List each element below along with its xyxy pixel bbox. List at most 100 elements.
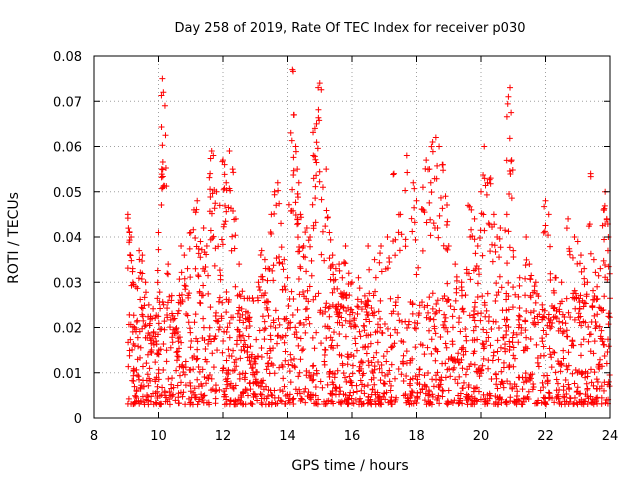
y-tick-label: 0.06 — [53, 141, 82, 156]
data-point — [476, 234, 483, 241]
data-point — [492, 298, 499, 305]
data-point — [158, 174, 165, 181]
data-point — [226, 352, 233, 359]
data-point — [285, 320, 292, 327]
data-point — [329, 302, 336, 309]
data-point — [542, 222, 549, 229]
data-point — [244, 344, 251, 351]
data-point — [510, 344, 517, 351]
data-point — [469, 397, 476, 404]
data-point — [346, 292, 353, 299]
data-point — [241, 374, 248, 381]
data-point — [541, 203, 548, 210]
data-point — [234, 310, 241, 317]
data-point — [208, 338, 215, 345]
data-point — [317, 378, 324, 385]
data-point — [215, 326, 222, 333]
data-point — [527, 375, 534, 382]
data-point — [292, 324, 299, 331]
chart-title: Day 258 of 2019, Rate Of TEC Index for r… — [175, 21, 526, 36]
data-point — [222, 218, 229, 225]
data-point — [229, 166, 236, 173]
data-point — [395, 229, 402, 236]
data-point — [600, 257, 607, 264]
data-point — [430, 220, 437, 227]
data-point — [284, 274, 291, 281]
data-point — [540, 384, 547, 391]
data-point — [360, 370, 367, 377]
data-point — [439, 205, 446, 212]
data-point — [343, 307, 350, 314]
data-point — [167, 316, 174, 323]
data-point — [494, 348, 501, 355]
data-point — [371, 381, 378, 388]
data-point — [371, 256, 378, 263]
data-point — [158, 92, 165, 99]
data-point — [323, 300, 330, 307]
data-point — [582, 300, 589, 307]
data-point — [597, 265, 604, 272]
data-point — [195, 363, 202, 370]
data-point — [444, 246, 451, 253]
data-point — [557, 300, 564, 307]
data-point — [310, 296, 317, 303]
data-point — [390, 171, 397, 178]
data-point — [482, 182, 489, 189]
data-point — [139, 325, 146, 332]
data-point — [190, 366, 197, 373]
data-point — [570, 290, 577, 297]
data-point — [126, 229, 133, 236]
data-point — [415, 312, 422, 319]
data-point — [223, 296, 230, 303]
data-point — [311, 400, 318, 407]
data-point — [274, 400, 281, 407]
data-point — [187, 399, 194, 406]
data-point — [329, 289, 336, 296]
data-point — [218, 236, 225, 243]
data-point — [227, 187, 234, 194]
data-point — [564, 333, 571, 340]
data-point — [295, 373, 302, 380]
data-point — [178, 243, 185, 250]
data-point — [602, 399, 609, 406]
data-point — [323, 335, 330, 342]
data-point — [459, 305, 466, 312]
data-point — [199, 366, 206, 373]
data-point — [191, 319, 198, 326]
data-point — [370, 354, 377, 361]
data-point — [591, 293, 598, 300]
data-point — [407, 394, 414, 401]
data-point — [313, 367, 320, 374]
data-point — [164, 270, 171, 277]
data-point — [231, 216, 238, 223]
data-point — [156, 289, 163, 296]
data-point — [378, 401, 385, 408]
data-point — [206, 371, 213, 378]
data-point — [291, 355, 298, 362]
data-point — [439, 393, 446, 400]
grid-lines — [94, 56, 610, 418]
data-point — [154, 383, 161, 390]
data-point — [432, 330, 439, 337]
data-point — [451, 397, 458, 404]
data-point — [442, 314, 449, 321]
data-point — [421, 382, 428, 389]
data-point — [313, 329, 320, 336]
data-point — [292, 386, 299, 393]
data-point — [358, 401, 365, 408]
data-point — [146, 322, 153, 329]
data-point — [469, 233, 476, 240]
y-tick-label: 0 — [74, 412, 82, 427]
data-point — [506, 347, 513, 354]
data-point — [253, 336, 260, 343]
data-point — [395, 294, 402, 301]
data-point — [227, 383, 234, 390]
data-point — [495, 289, 502, 296]
data-point — [409, 300, 416, 307]
data-point — [586, 331, 593, 338]
data-point — [403, 348, 410, 355]
data-point — [356, 363, 363, 370]
data-point — [345, 270, 352, 277]
x-tick-label: 8 — [90, 429, 98, 444]
data-point — [409, 355, 416, 362]
